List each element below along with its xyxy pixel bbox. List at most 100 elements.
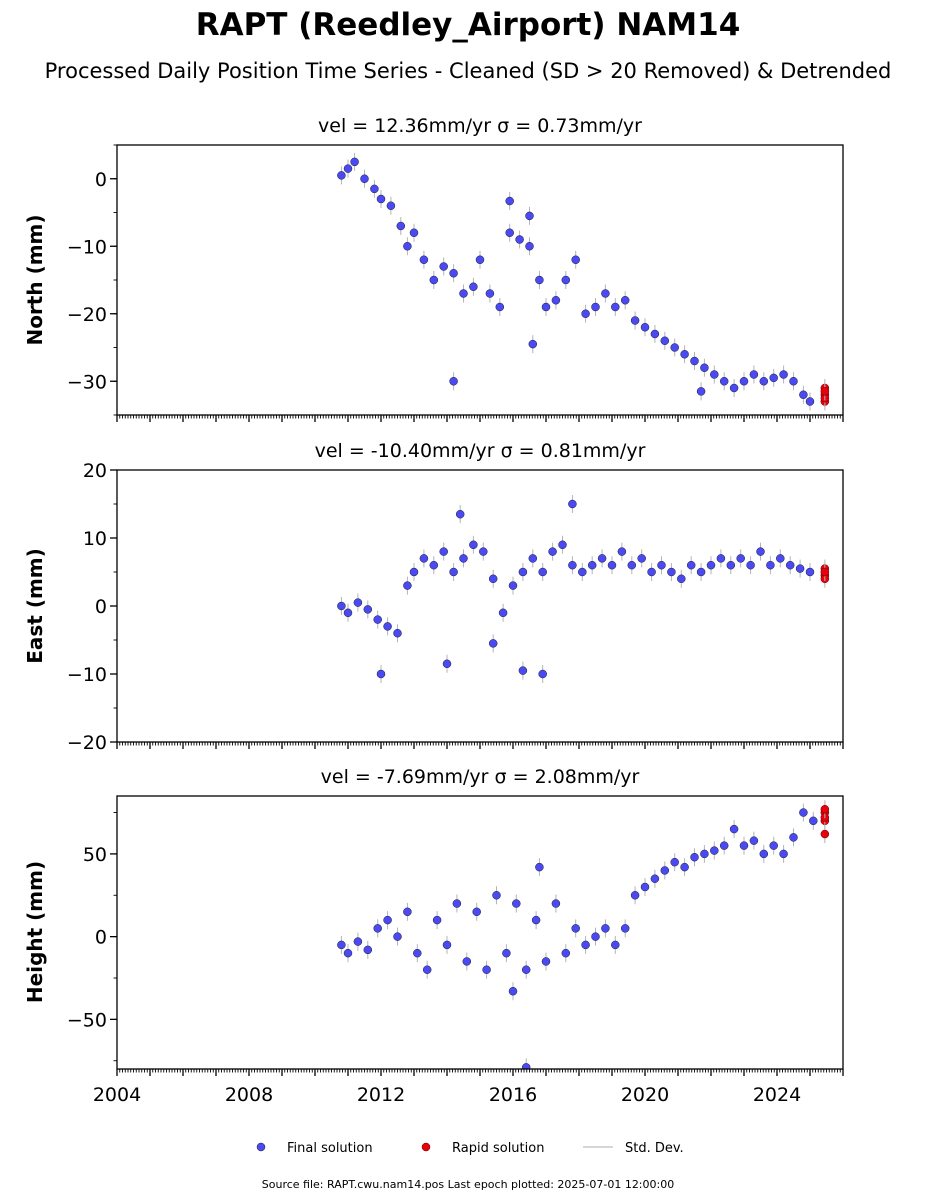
final-solution-point	[350, 157, 359, 167]
final-solution-point	[383, 622, 392, 631]
y-tick-label: −20	[67, 304, 107, 326]
final-solution-point	[660, 336, 670, 345]
final-solution-point	[561, 948, 571, 958]
final-solution-point	[525, 242, 534, 251]
final-solution-point	[710, 370, 719, 379]
panel-height-plot: 50 0 −50 2004 2008 2012 2016 2020 2024	[67, 795, 844, 1106]
final-solution-point	[551, 296, 561, 305]
final-solution-point	[337, 171, 346, 180]
panel-north-frame	[116, 144, 844, 416]
final-solution-point	[789, 377, 798, 386]
final-solution-point	[677, 574, 686, 584]
final-solution-point	[535, 275, 544, 285]
final-solution-point	[749, 370, 759, 379]
rapid-solution-point	[820, 567, 830, 577]
final-solution-point	[482, 965, 491, 974]
final-solution-point	[528, 339, 538, 349]
final-solution-point	[459, 554, 468, 563]
final-solution-point	[531, 915, 541, 925]
final-solution-point	[591, 932, 600, 941]
final-solution-point	[795, 564, 805, 573]
y-tick-label: −50	[67, 1009, 107, 1031]
final-solution-point	[370, 184, 379, 194]
final-solution-point	[442, 659, 452, 669]
final-solution-point	[429, 560, 439, 570]
final-solution-point	[343, 164, 353, 173]
final-solution-point	[696, 567, 706, 577]
final-solution-point	[386, 201, 396, 210]
final-solution-point	[363, 605, 373, 614]
final-solution-point	[617, 547, 627, 556]
final-solution-point	[488, 639, 498, 648]
final-solution-point	[726, 560, 736, 570]
panel-east-plot: 20 10 0 −10 −20	[67, 460, 844, 754]
final-solution-point	[396, 221, 406, 231]
final-solution-point	[551, 899, 561, 908]
panel-north-data	[337, 152, 830, 411]
final-solution-point	[571, 255, 580, 264]
rapid-solution-point	[820, 829, 830, 839]
final-solution-point	[789, 833, 798, 842]
final-solution-point	[719, 841, 729, 850]
final-solution-point	[568, 499, 577, 509]
final-solution-point	[535, 862, 544, 872]
final-solution-point	[518, 666, 528, 675]
final-solution-point	[541, 957, 551, 966]
final-solution-point	[690, 852, 699, 862]
final-solution-point	[657, 560, 666, 570]
final-solution-point	[607, 560, 617, 570]
final-solution-point	[729, 383, 739, 393]
final-solution-point	[809, 816, 818, 826]
final-solution-point	[353, 598, 363, 607]
final-solution-point	[660, 866, 670, 875]
final-solution-point	[409, 567, 419, 577]
y-tick-label: 0	[95, 596, 107, 618]
final-solution-point	[739, 377, 749, 386]
y-tick-label: 0	[95, 169, 107, 191]
final-solution-point	[759, 849, 769, 859]
final-solution-point	[538, 567, 547, 577]
final-solution-point	[498, 608, 508, 618]
final-solution-point	[759, 377, 769, 386]
final-solution-point	[591, 302, 600, 312]
final-solution-point	[528, 554, 538, 563]
x-tick-label: 2008	[225, 1084, 273, 1106]
x-tick-label: 2016	[489, 1084, 537, 1106]
final-solution-point	[502, 948, 511, 958]
final-solution-point	[716, 554, 726, 563]
final-solution-point	[449, 377, 458, 386]
final-solution-point	[670, 857, 679, 867]
final-solution-point	[630, 891, 640, 900]
final-solution-point	[769, 373, 778, 383]
legend: Final solution Rapid solution Std. Dev.	[256, 1141, 684, 1156]
final-solution-point	[469, 282, 478, 291]
final-solution-point	[581, 309, 590, 318]
panel-east-ylabel: East (mm)	[23, 548, 47, 664]
final-solution-point	[597, 554, 607, 563]
panel-east-data	[337, 495, 830, 683]
panel-height-title: vel = -7.69mm/yr σ = 2.08mm/yr	[321, 766, 640, 788]
final-solution-point	[779, 849, 788, 859]
figure-title: RAPT (Reedley_Airport) NAM14	[196, 7, 741, 43]
final-solution-point	[538, 669, 547, 679]
final-solution-point	[512, 899, 521, 908]
panel-height-data	[337, 800, 830, 1069]
final-solution-point	[637, 554, 646, 563]
final-solution-point	[640, 882, 650, 892]
legend-final-marker	[256, 1142, 266, 1152]
final-solution-point	[799, 808, 808, 817]
final-solution-point	[393, 932, 402, 941]
x-tick-label: 2024	[753, 1084, 801, 1106]
final-solution-point	[449, 269, 458, 278]
final-solution-point	[422, 965, 432, 974]
final-solution-point	[729, 824, 739, 834]
final-solution-point	[799, 390, 808, 399]
final-solution-point	[805, 397, 815, 406]
final-solution-point	[611, 302, 620, 312]
final-solution-point	[455, 509, 465, 519]
final-solution-point	[776, 554, 785, 563]
final-solution-point	[769, 841, 778, 850]
final-solution-point	[403, 242, 412, 251]
final-solution-point	[505, 196, 514, 206]
